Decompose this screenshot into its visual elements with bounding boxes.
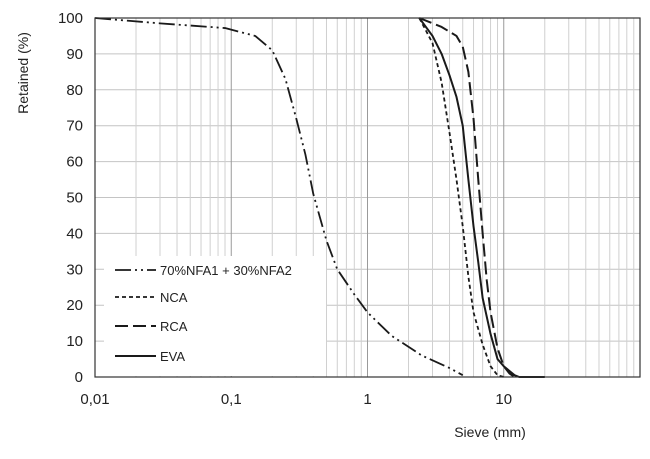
y-tick-label: 0 <box>75 369 83 386</box>
series-layer <box>94 17 545 378</box>
x-axis-title: Sieve (mm) <box>454 424 526 440</box>
series-line-70-nfa1-30-nfa2 <box>94 17 464 376</box>
series-line-eva <box>418 17 545 378</box>
y-axis-title: Retained (%) <box>15 32 31 114</box>
legend: 70%NFA1 + 30%NFA2 NCA RCA EVA <box>104 256 326 376</box>
y-tick-label: 10 <box>66 333 83 350</box>
x-tick-labels: 0,01 0,1 1 10 <box>80 391 512 408</box>
plot-frame <box>94 17 641 378</box>
y-tick-label: 50 <box>66 190 83 207</box>
legend-label-nca: NCA <box>160 290 188 305</box>
y-tick-label: 90 <box>66 46 83 63</box>
series-line-nca <box>418 17 504 378</box>
y-tick-label: 70 <box>66 118 83 135</box>
legend-label-rca: RCA <box>160 319 188 334</box>
y-tick-labels: 0 10 20 30 40 50 60 70 80 90 100 <box>58 10 83 386</box>
legend-label-70-nfa1-30-nfa2: 70%NFA1 + 30%NFA2 <box>160 263 292 278</box>
x-tick-label: 10 <box>495 391 512 408</box>
x-tick-label: 0,01 <box>80 391 109 408</box>
legend-label-eva: EVA <box>160 349 185 364</box>
series-line-rca <box>418 17 516 378</box>
y-tick-label: 30 <box>66 261 83 278</box>
x-tick-label: 1 <box>363 391 371 408</box>
y-tick-label: 20 <box>66 297 83 314</box>
x-tick-label: 0,1 <box>221 391 242 408</box>
y-tick-label: 40 <box>66 225 83 242</box>
y-tick-label: 100 <box>58 10 83 27</box>
y-tick-label: 60 <box>66 154 83 171</box>
y-tick-label: 80 <box>66 82 83 99</box>
